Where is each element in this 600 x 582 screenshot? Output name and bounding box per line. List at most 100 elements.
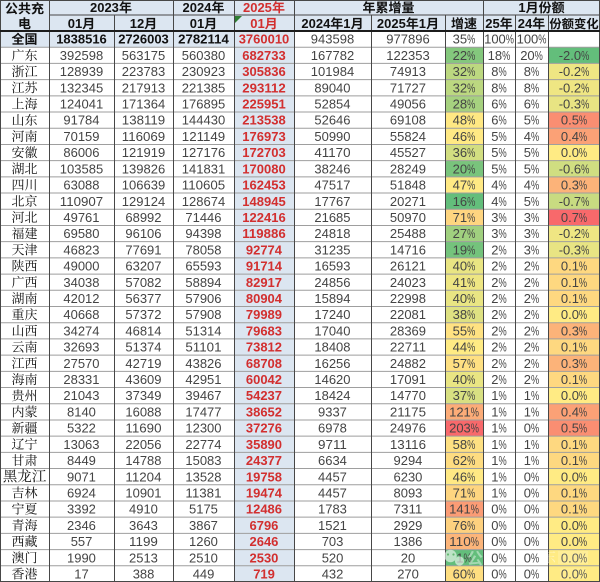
svg-text:42951: 42951 <box>185 372 221 387</box>
svg-text:8: 8 <box>524 64 531 79</box>
svg-text:%: % <box>499 275 508 290</box>
svg-text:2: 2 <box>491 307 498 322</box>
svg-text:%: % <box>499 567 508 582</box>
svg-text:22081: 22081 <box>390 307 426 322</box>
svg-text:1: 1 <box>491 404 498 419</box>
svg-text:2: 2 <box>491 275 498 290</box>
svg-text:0.5: 0.5 <box>561 421 579 436</box>
svg-text:110605: 110605 <box>182 178 225 193</box>
svg-text:6: 6 <box>491 97 498 112</box>
svg-text:9711: 9711 <box>318 437 347 452</box>
svg-text:%: % <box>499 194 508 209</box>
svg-text:1: 1 <box>524 404 531 419</box>
svg-text:1: 1 <box>343 16 350 31</box>
svg-text:0: 0 <box>524 550 531 565</box>
svg-text:0.1: 0.1 <box>561 502 579 517</box>
svg-text:9294: 9294 <box>394 453 423 468</box>
svg-text:%: % <box>499 226 508 241</box>
svg-text:%: % <box>531 97 540 112</box>
svg-text:4910: 4910 <box>129 502 158 517</box>
svg-text:-0.3: -0.3 <box>559 242 581 257</box>
svg-text:49000: 49000 <box>63 259 99 274</box>
svg-text:217913: 217913 <box>122 80 165 95</box>
svg-text:2: 2 <box>491 259 498 274</box>
svg-text:31235: 31235 <box>314 242 350 257</box>
svg-text:01: 01 <box>190 16 205 31</box>
svg-text:122353: 122353 <box>386 48 429 63</box>
svg-text:16088: 16088 <box>125 404 161 419</box>
svg-text:22711: 22711 <box>390 340 426 355</box>
svg-text:71727: 71727 <box>390 80 426 95</box>
svg-text:%: % <box>467 32 476 47</box>
svg-text:2: 2 <box>491 356 498 371</box>
svg-text:%: % <box>581 226 590 241</box>
svg-text:0.0: 0.0 <box>561 534 579 549</box>
svg-text:%: % <box>499 291 508 306</box>
svg-text:%: % <box>467 275 476 290</box>
svg-text:141831: 141831 <box>182 161 225 176</box>
svg-text:%: % <box>579 534 588 549</box>
svg-text:520: 520 <box>322 550 344 565</box>
svg-text:70159: 70159 <box>63 129 99 144</box>
svg-text:0.1: 0.1 <box>561 437 579 452</box>
svg-text:1: 1 <box>419 16 426 31</box>
svg-text:55824: 55824 <box>390 129 426 144</box>
svg-text:73812: 73812 <box>246 340 282 355</box>
svg-text:3867: 3867 <box>189 518 218 533</box>
svg-text:%: % <box>531 469 540 484</box>
svg-text:0.0: 0.0 <box>561 307 579 322</box>
svg-text:25488: 25488 <box>390 226 426 241</box>
svg-text:46: 46 <box>453 469 468 484</box>
svg-text:1386: 1386 <box>394 534 423 549</box>
svg-text:0.1: 0.1 <box>561 453 579 468</box>
svg-text:56377: 56377 <box>125 291 161 306</box>
svg-text:0: 0 <box>524 469 531 484</box>
svg-text:14770: 14770 <box>390 388 426 403</box>
svg-text:44: 44 <box>453 340 468 355</box>
svg-text:176895: 176895 <box>182 97 225 112</box>
svg-text:57908: 57908 <box>185 307 221 322</box>
svg-text:144430: 144430 <box>182 113 225 128</box>
svg-text:34274: 34274 <box>63 323 99 338</box>
svg-text:45527: 45527 <box>390 145 426 160</box>
svg-text:%: % <box>467 567 476 582</box>
svg-text:40: 40 <box>453 259 468 274</box>
svg-text:%: % <box>531 550 540 565</box>
svg-text:116069: 116069 <box>122 129 165 144</box>
svg-text:-0.7: -0.7 <box>559 194 581 209</box>
svg-text:2: 2 <box>524 356 531 371</box>
svg-text:293112: 293112 <box>242 80 285 95</box>
svg-text:0.0: 0.0 <box>561 567 579 582</box>
svg-text:%: % <box>499 421 508 436</box>
svg-text:203: 203 <box>449 421 471 436</box>
svg-text:%: % <box>499 161 508 176</box>
svg-text:%: % <box>499 437 508 452</box>
svg-text:65593: 65593 <box>185 259 221 274</box>
svg-text:11381: 11381 <box>185 486 221 501</box>
svg-text:17091: 17091 <box>390 372 426 387</box>
svg-text:43609: 43609 <box>125 372 161 387</box>
svg-text:58894: 58894 <box>185 275 221 290</box>
svg-text:1: 1 <box>491 388 498 403</box>
svg-text:%: % <box>467 178 476 193</box>
svg-text:223783: 223783 <box>122 64 165 79</box>
svg-text:51374: 51374 <box>125 340 161 355</box>
svg-text:2: 2 <box>524 340 531 355</box>
svg-text:2646: 2646 <box>250 534 279 549</box>
svg-text:41: 41 <box>453 275 468 290</box>
svg-text:%: % <box>531 194 540 209</box>
svg-text:60042: 60042 <box>246 372 282 387</box>
svg-text:9337: 9337 <box>318 404 347 419</box>
svg-text:60: 60 <box>453 567 468 582</box>
svg-text:0: 0 <box>524 502 531 517</box>
svg-text:2513: 2513 <box>129 550 158 565</box>
svg-text:32: 32 <box>453 64 468 79</box>
svg-text:62: 62 <box>453 453 468 468</box>
svg-text:3: 3 <box>524 242 531 257</box>
svg-text:%: % <box>531 242 540 257</box>
svg-text:68992: 68992 <box>125 210 161 225</box>
svg-text:1: 1 <box>491 421 498 436</box>
svg-text:40: 40 <box>453 291 468 306</box>
svg-text:%: % <box>499 307 508 322</box>
svg-text:%: % <box>531 404 540 419</box>
